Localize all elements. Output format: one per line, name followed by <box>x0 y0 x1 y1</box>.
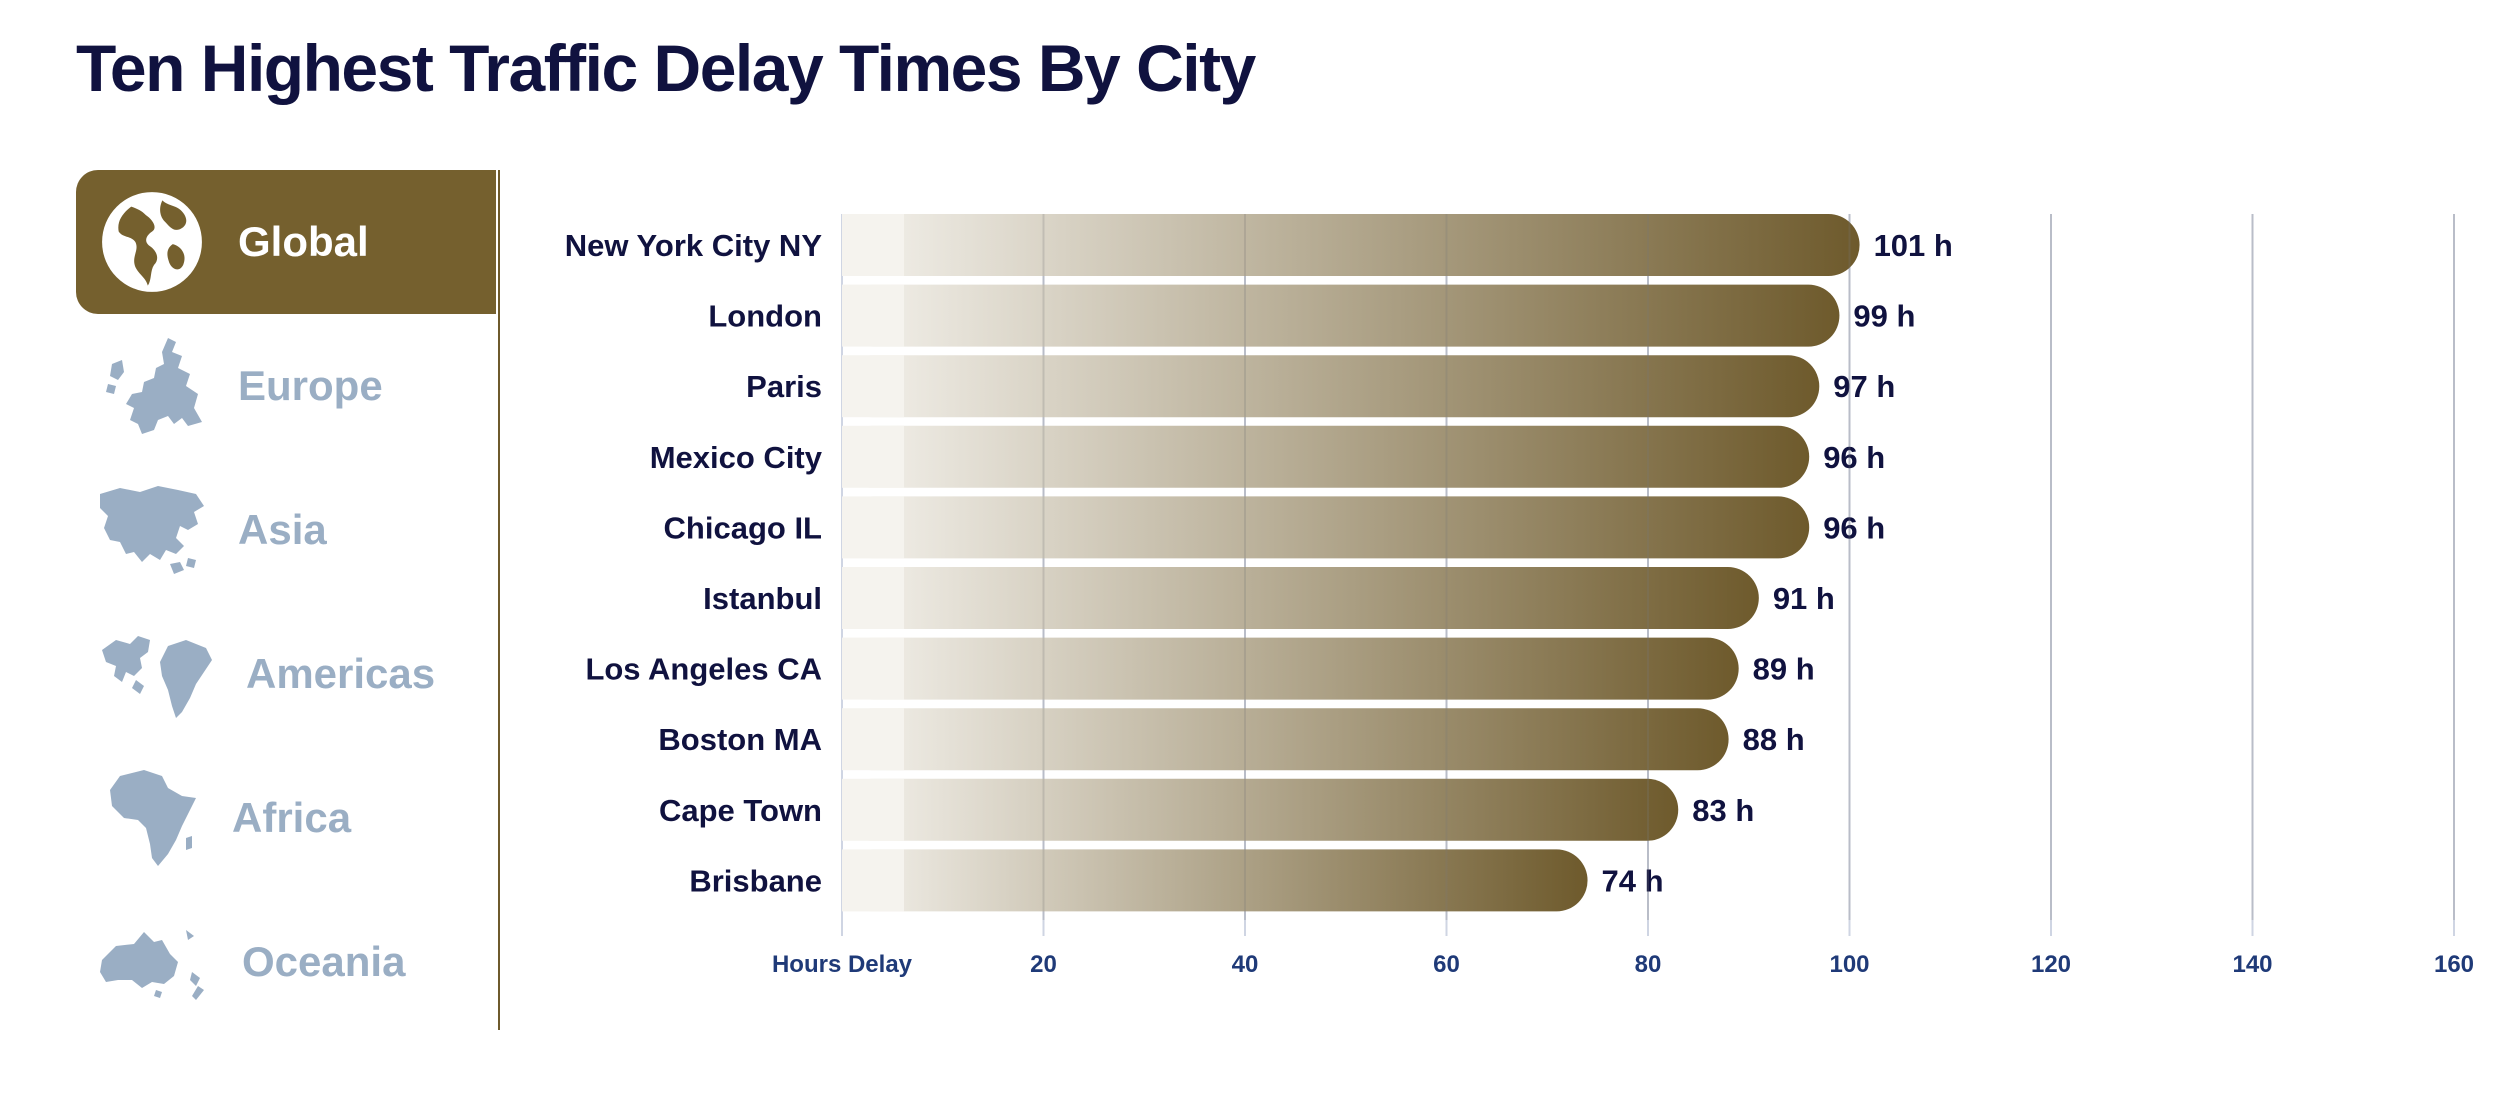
category-label: Brisbane <box>689 863 822 898</box>
bar-left-cap <box>842 355 904 418</box>
bar-left-cap <box>842 214 904 276</box>
bar <box>842 355 1820 418</box>
bar <box>842 496 1810 559</box>
sidebar-item-label: Americas <box>246 650 436 697</box>
sidebar-item-europe[interactable]: Europe <box>76 314 496 458</box>
bar <box>842 214 1860 276</box>
bar <box>842 567 1759 629</box>
sidebar-item-label: Africa <box>232 794 352 841</box>
bars <box>842 214 1860 912</box>
sidebar-item-label: Asia <box>238 506 327 553</box>
category-label: Los Angeles CA <box>585 652 822 687</box>
bar <box>842 778 1679 841</box>
oceania-map-icon <box>100 930 204 1000</box>
bar-left-cap <box>842 425 904 488</box>
value-label: 99 h <box>1853 299 1915 334</box>
sidebar-item-africa[interactable]: Africa <box>76 746 496 890</box>
tick-label: 140 <box>2232 951 2272 978</box>
category-label: Chicago IL <box>664 510 822 545</box>
bar-left-cap <box>842 708 904 771</box>
category-label: Boston MA <box>658 722 822 757</box>
category-label: London <box>708 299 822 334</box>
page-title: Ten Highest Traffic Delay Times By City <box>76 31 1256 105</box>
value-label: 101 h <box>1874 228 1953 263</box>
category-label: Istanbul <box>703 581 822 616</box>
bar <box>842 425 1810 488</box>
labels: New York City NY 101 h London 99 h Paris 97 h… <box>565 214 2455 920</box>
globe-icon <box>102 192 202 292</box>
asia-map-icon <box>100 486 204 574</box>
sidebar-item-asia[interactable]: Asia <box>76 458 496 602</box>
europe-map-icon <box>106 338 202 434</box>
value-label: 74 h <box>1602 863 1664 898</box>
tick-label: 80 <box>1635 951 1662 978</box>
bar-left-cap <box>842 849 904 912</box>
value-label: 96 h <box>1823 510 1885 545</box>
bar-left-cap <box>842 778 904 841</box>
value-label: 88 h <box>1743 722 1805 757</box>
sidebar-item-label: Oceania <box>242 938 406 985</box>
value-label: 83 h <box>1692 793 1754 828</box>
region-sidebar: Global Europe Asia Americas Africa <box>76 170 500 1030</box>
tick-label: 100 <box>1829 951 1869 978</box>
grid-overlay <box>1042 214 2455 920</box>
bar <box>842 637 1739 700</box>
bar-left-cap <box>842 567 904 629</box>
bar-left-cap <box>842 496 904 559</box>
bar <box>842 708 1729 771</box>
value-label: 89 h <box>1753 652 1815 687</box>
x-axis-title: Hours Delay <box>772 951 913 978</box>
africa-map-icon <box>110 770 196 866</box>
sidebar-item-americas[interactable]: Americas <box>76 602 496 746</box>
sidebar-item-global[interactable]: Global <box>76 170 496 314</box>
value-label: 96 h <box>1823 440 1885 475</box>
tick-label: 60 <box>1433 951 1460 978</box>
category-label: Mexico City <box>650 440 823 475</box>
sidebar-item-label: Global <box>238 218 369 265</box>
value-label: 91 h <box>1773 581 1835 616</box>
tick-label: 160 <box>2434 951 2474 978</box>
value-label: 97 h <box>1833 369 1895 404</box>
bar-left-cap <box>842 284 904 347</box>
bar <box>842 284 1840 347</box>
sidebar-item-oceania[interactable]: Oceania <box>76 890 496 1034</box>
bar <box>842 849 1588 912</box>
tick-label: 20 <box>1030 951 1057 978</box>
tick-label: 120 <box>2031 951 2071 978</box>
category-label: Cape Town <box>659 793 822 828</box>
x-axis: Hours Delay 20 40 60 80 100 120 140 160 <box>772 951 2474 978</box>
tick-label: 40 <box>1232 951 1259 978</box>
sidebar-item-label: Europe <box>238 362 383 409</box>
category-label: New York City NY <box>565 228 823 263</box>
bar-left-cap <box>842 637 904 700</box>
americas-map-icon <box>102 636 212 718</box>
category-label: Paris <box>746 369 822 404</box>
